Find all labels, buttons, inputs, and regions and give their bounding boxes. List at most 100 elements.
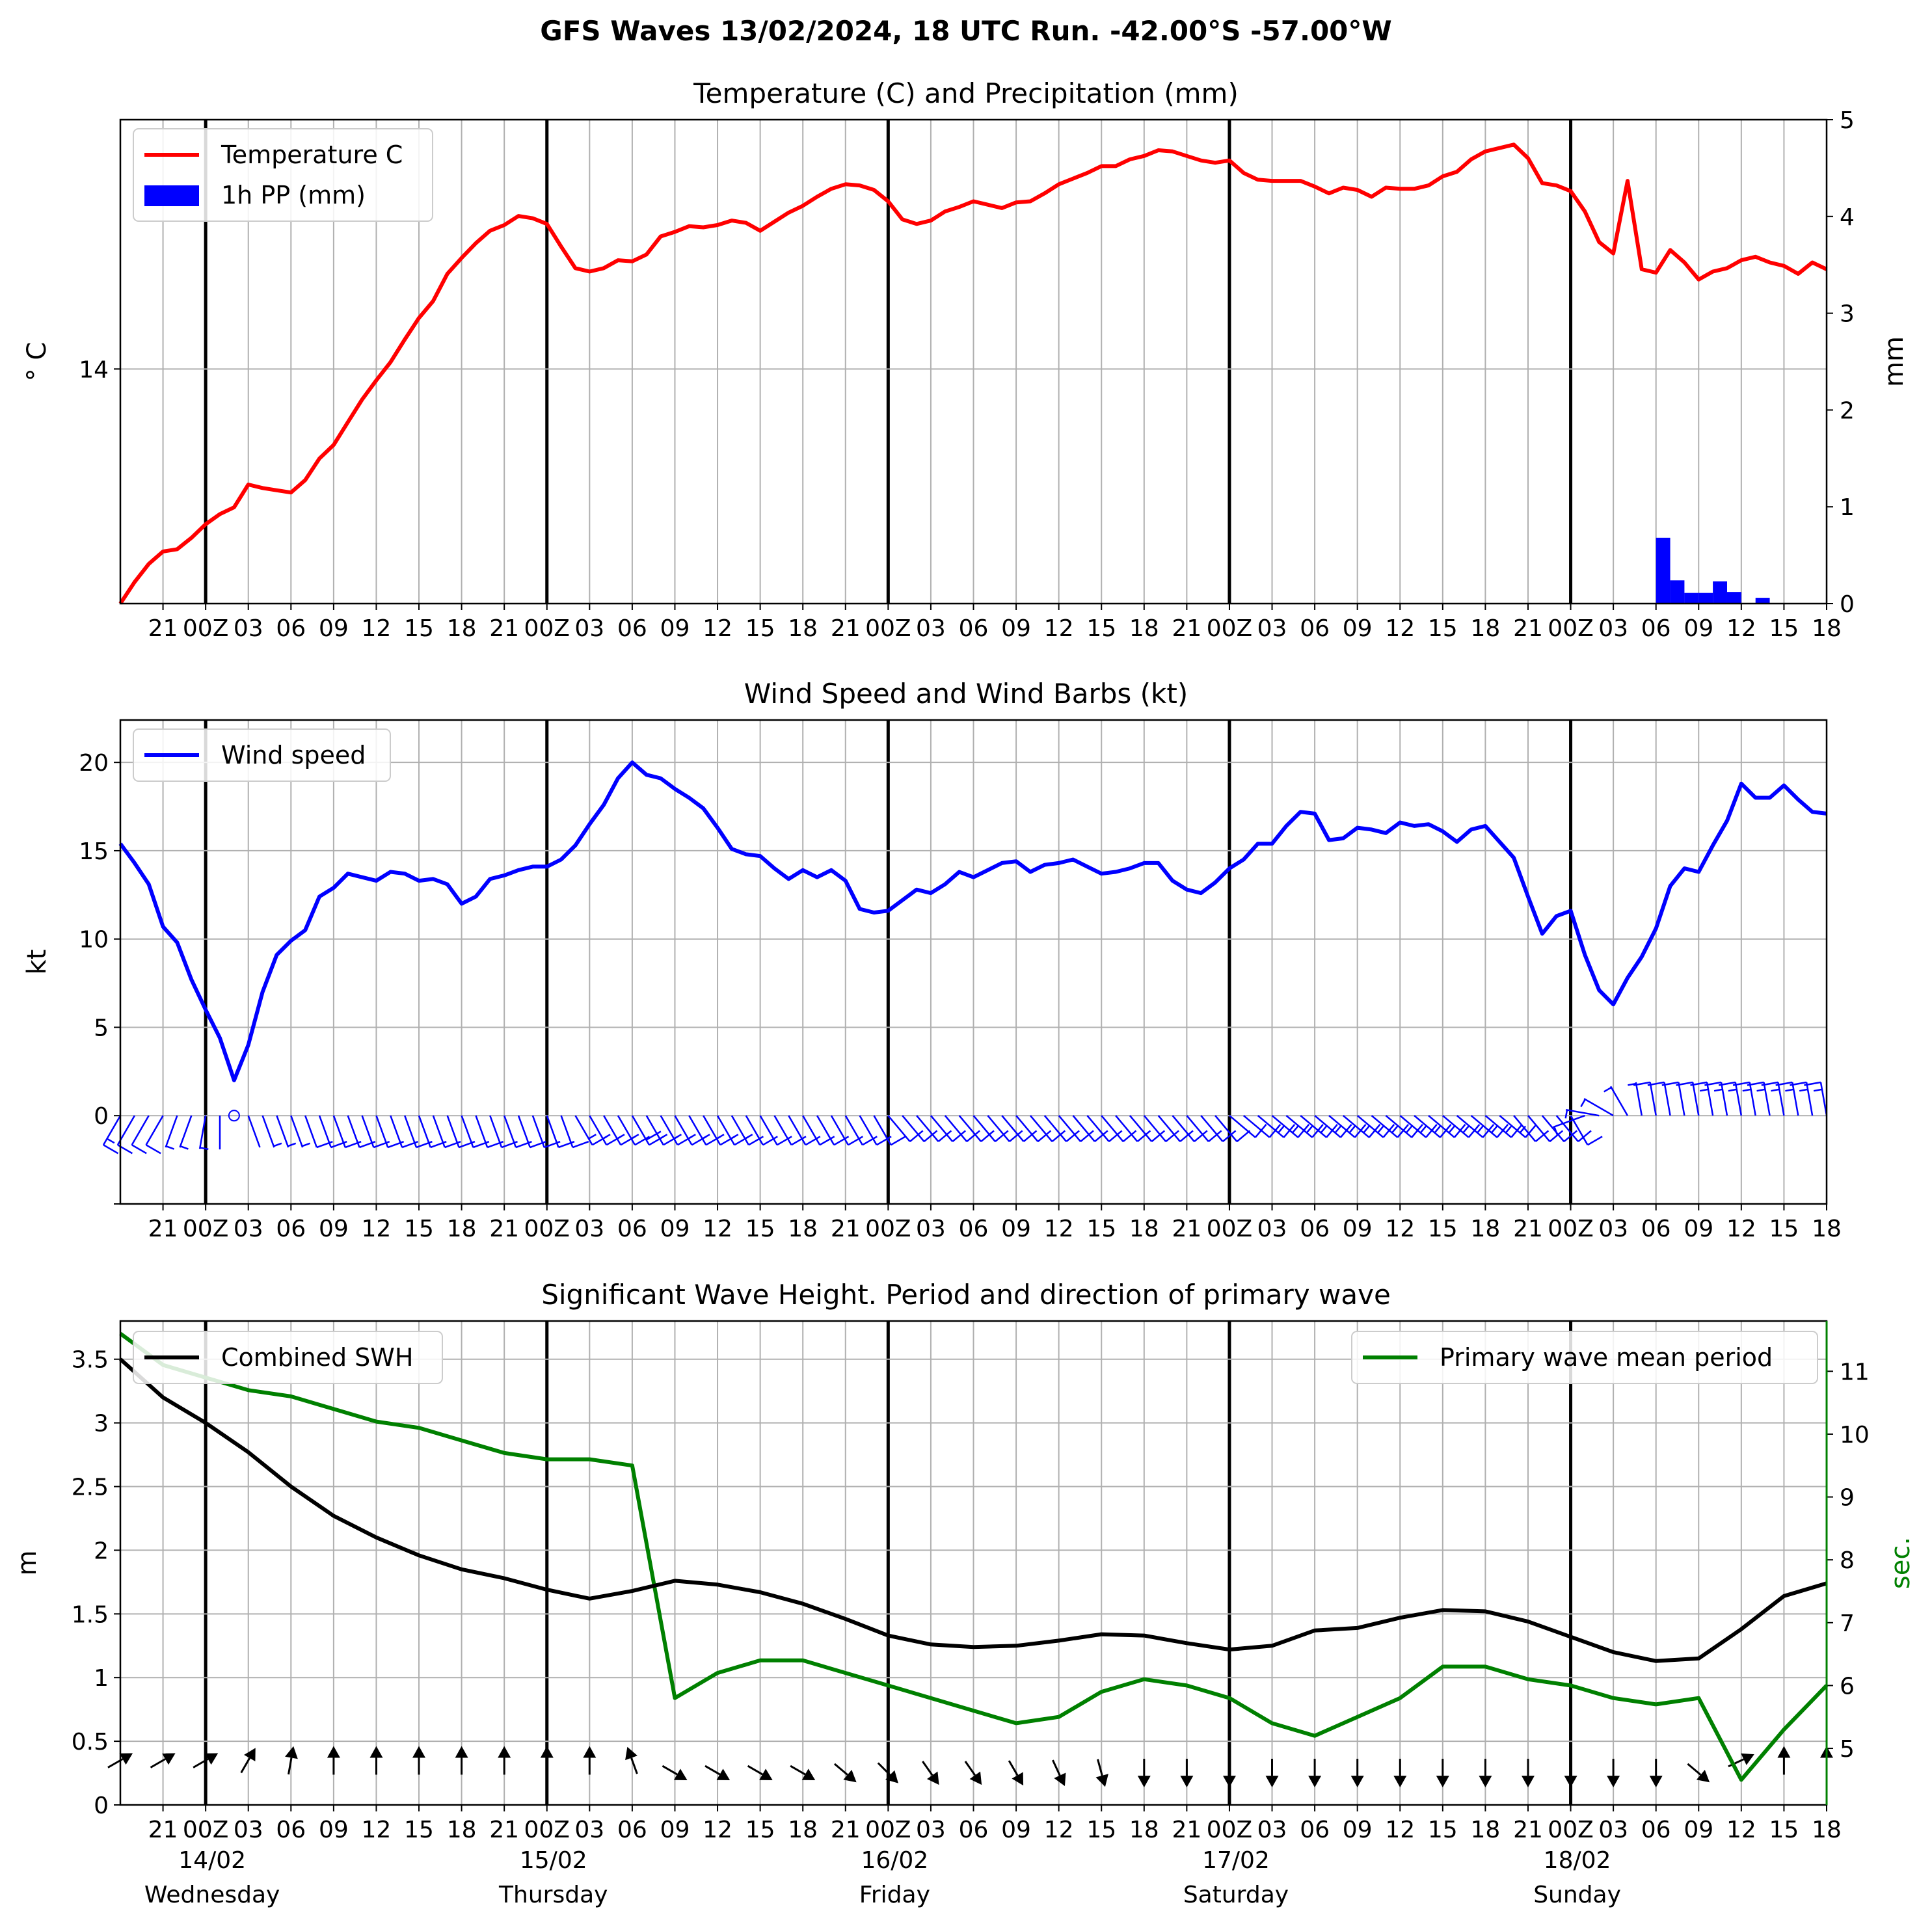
wind-barb: [1029, 1115, 1066, 1143]
x-tick-label: 21: [1172, 615, 1201, 642]
wind-barb: [944, 1115, 980, 1143]
temperature-line: [118, 142, 1828, 605]
y2-tick-label: 5: [1840, 107, 1855, 134]
y-axis-label: kt: [22, 950, 52, 975]
wind-barb: [773, 1115, 807, 1146]
wind-barb: [179, 1115, 193, 1150]
x-tick-label: 15: [1428, 615, 1458, 642]
plot-frame: [119, 719, 1828, 1205]
wind-barb: [716, 1115, 750, 1146]
wave-direction-arrow-head: [1095, 1774, 1108, 1787]
x-tick-label: 00Z: [865, 1817, 911, 1843]
wave-direction-arrow-shaft: [240, 1757, 250, 1774]
wave-direction-arrow: [1522, 1759, 1535, 1788]
wind-barb: [688, 1115, 721, 1146]
wind-barb: [102, 1115, 122, 1155]
wave-direction-arrow-head: [843, 1770, 857, 1783]
x-tick-label: 09: [1684, 615, 1713, 642]
x-tick-label: 18: [1470, 1817, 1500, 1843]
day-name-label: Saturday: [1183, 1882, 1289, 1908]
wave-direction-arrow: [193, 1753, 219, 1769]
primary-period-line: [119, 1331, 1829, 1782]
wind-barb: [145, 1115, 164, 1155]
x-tick-label: 03: [234, 1216, 263, 1242]
wave-direction-arrow-head: [1564, 1776, 1577, 1788]
x-tick-label: 21: [489, 1817, 519, 1843]
wave-direction-arrow: [412, 1746, 425, 1775]
x-tick-label: 21: [831, 1817, 861, 1843]
wave-direction-arrow-head: [1479, 1776, 1492, 1788]
wind-barb: [262, 1115, 282, 1148]
y-tick-label: 20: [79, 750, 109, 777]
x-tick-label: 03: [916, 615, 946, 642]
x-tick-label: 09: [319, 1216, 349, 1242]
temperature-precip-panel: 21 00Z 03 06 09 12 15 18 21 00Z 03 06 09 12 15 18 21 00Z 0…: [22, 77, 1909, 642]
wave-direction-arrow: [877, 1762, 898, 1783]
legend-label-wind: Wind speed: [221, 741, 366, 769]
wave-direction-arrow: [790, 1765, 816, 1781]
wind-barb: [1804, 1081, 1828, 1116]
x-tick-label: 18: [1129, 1817, 1159, 1843]
x-tick-label: 06: [1641, 615, 1671, 642]
y-tick-label: 3: [94, 1411, 109, 1437]
y2-tick-label: 2: [1840, 397, 1855, 424]
x-tick-label: 09: [660, 1216, 690, 1242]
precip-bar: [1684, 593, 1699, 604]
wind-barb: [703, 1115, 736, 1146]
wind-barb: [1513, 1115, 1550, 1143]
legend-box: [1351, 1331, 1818, 1384]
day-date-label: 16/02: [861, 1847, 928, 1874]
y-tick-label: 3.5: [72, 1347, 109, 1374]
wave-direction-arrow: [1223, 1759, 1236, 1788]
y2-tick-label: 0: [1840, 591, 1855, 618]
wave-direction-arrow-head: [1223, 1776, 1236, 1788]
precip-bar: [1656, 537, 1670, 604]
wave-direction-arrow: [150, 1753, 176, 1769]
x-tick-label: 00Z: [183, 615, 228, 642]
x-tick-label: 00Z: [183, 1817, 228, 1843]
wave-direction-arrow-head: [759, 1769, 773, 1781]
x-tick-label: 06: [276, 1817, 306, 1843]
x-tick-label: 06: [1300, 1216, 1330, 1242]
wave-direction-arrow-shaft: [922, 1761, 933, 1776]
wave-direction-arrow: [1649, 1759, 1663, 1788]
x-tick-label: 18: [447, 615, 477, 642]
x-tick-label: 12: [703, 1817, 732, 1843]
wave-direction-arrow: [1052, 1759, 1066, 1786]
x-tick-label: 06: [959, 1817, 989, 1843]
wave-direction-arrow: [1479, 1759, 1492, 1788]
x-tick-label: 03: [1257, 1216, 1287, 1242]
wave-direction-arrow-shaft: [1097, 1759, 1103, 1776]
x-tick-label: 12: [362, 615, 392, 642]
wind-barb: [873, 1115, 906, 1146]
day-date-label: 15/02: [520, 1847, 587, 1874]
legend-label-period: Primary wave mean period: [1440, 1343, 1773, 1372]
wind-barb: [1172, 1115, 1208, 1143]
x-tick-label: 09: [1343, 1216, 1373, 1242]
x-tick-label: 03: [916, 1817, 946, 1843]
wind-barb: [1761, 1081, 1785, 1116]
wind-barb: [1553, 1115, 1585, 1135]
x-tick-label: 15: [404, 1817, 434, 1843]
wind-barb: [603, 1115, 636, 1146]
wave-direction-arrow-head: [673, 1769, 688, 1781]
x-tick-label: 12: [703, 1216, 732, 1242]
y-tick-label: 0.5: [72, 1729, 109, 1755]
wind-barb: [887, 1115, 924, 1143]
x-tick-label: 03: [574, 1817, 604, 1843]
x-tick-label: 21: [1172, 1216, 1201, 1242]
x-tick-label: 06: [959, 615, 989, 642]
wave-direction-arrow-head: [1649, 1776, 1663, 1788]
wind-barb: [1790, 1081, 1814, 1116]
x-tick-label: 15: [1086, 1817, 1116, 1843]
wave-direction-arrow: [369, 1746, 383, 1775]
x-tick-label: 15: [1428, 1817, 1458, 1843]
wave-direction-arrow: [922, 1761, 939, 1785]
x-tick-label: 15: [745, 1817, 775, 1843]
wind-barb: [1704, 1081, 1728, 1116]
wind-barb: [1072, 1115, 1108, 1143]
wave-direction-arrow-head: [1308, 1776, 1322, 1788]
wave-direction-arrow: [1265, 1759, 1279, 1788]
x-tick-label: 09: [1001, 1817, 1031, 1843]
wave-direction-arrow-head: [204, 1753, 219, 1765]
